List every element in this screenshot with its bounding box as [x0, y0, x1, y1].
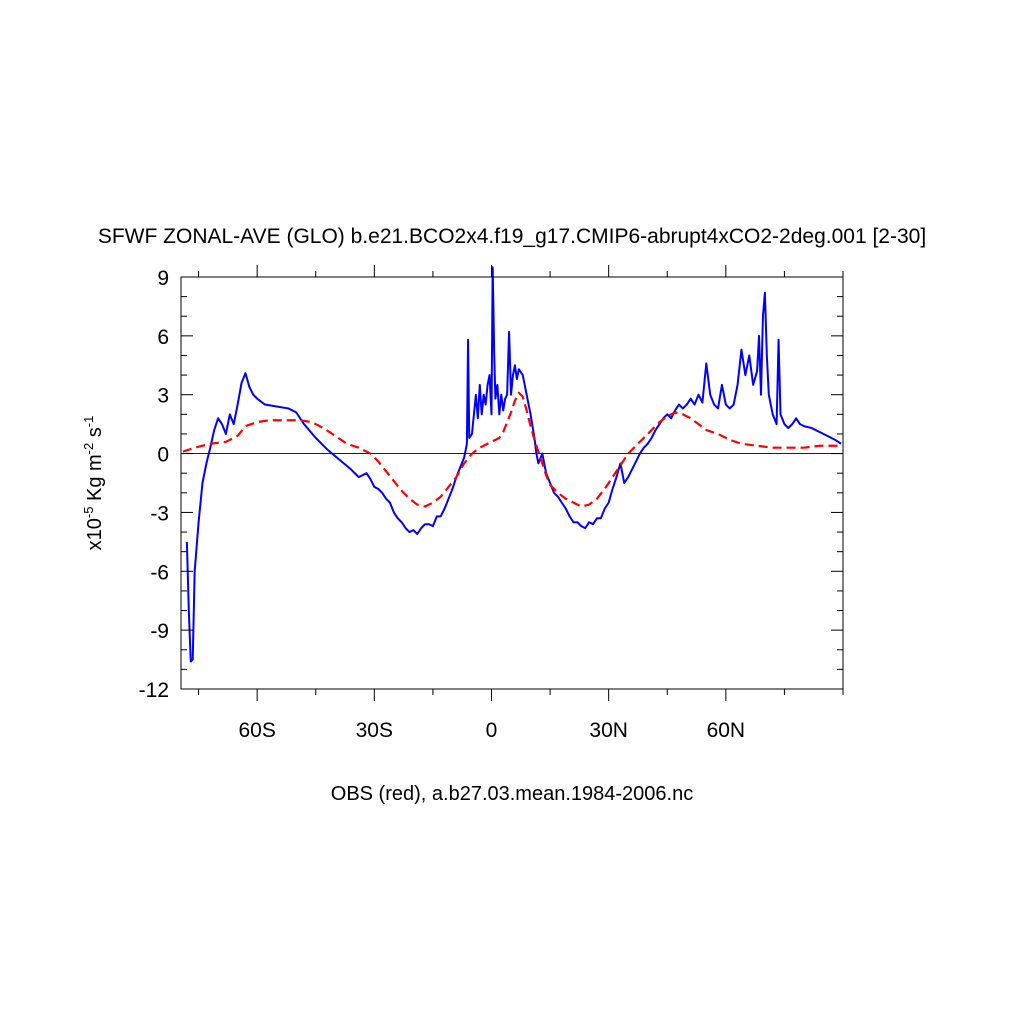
- x-tick-label: 60S: [238, 719, 275, 742]
- tick-labels: 9 6 3 0 -3 -6 -9 -12 60S 30S 0 30N 60N: [139, 267, 745, 742]
- axes: [180, 276, 844, 690]
- x-tick-label: 30N: [589, 719, 628, 742]
- y-tick-label: -12: [139, 679, 169, 702]
- y-axis-label: x10-5 Kg m-2 s-1: [81, 416, 106, 551]
- chart-title: SFWF ZONAL-AVE (GLO) b.e21.BCO2x4.f19_g1…: [98, 225, 926, 248]
- x-axis-label: OBS (red), a.b27.03.mean.1984-2006.nc: [331, 783, 693, 805]
- series-layer: [182, 266, 842, 663]
- y-tick-label: -6: [150, 561, 169, 584]
- ticks: [181, 265, 844, 701]
- y-tick-label: -9: [150, 620, 169, 643]
- y-tick-label: 6: [157, 326, 169, 349]
- x-tick-label: 0: [486, 719, 498, 742]
- x-tick-label: 30S: [356, 719, 393, 742]
- plot-frame: [180, 276, 844, 690]
- y-tick-label: 3: [157, 385, 169, 408]
- y-tick-label: -3: [150, 502, 169, 525]
- y-tick-label: 0: [157, 444, 169, 467]
- series-model-line: [185, 266, 842, 663]
- series-obs-line: [182, 391, 842, 508]
- x-tick-label: 60N: [707, 719, 746, 742]
- y-tick-label: 9: [157, 267, 169, 290]
